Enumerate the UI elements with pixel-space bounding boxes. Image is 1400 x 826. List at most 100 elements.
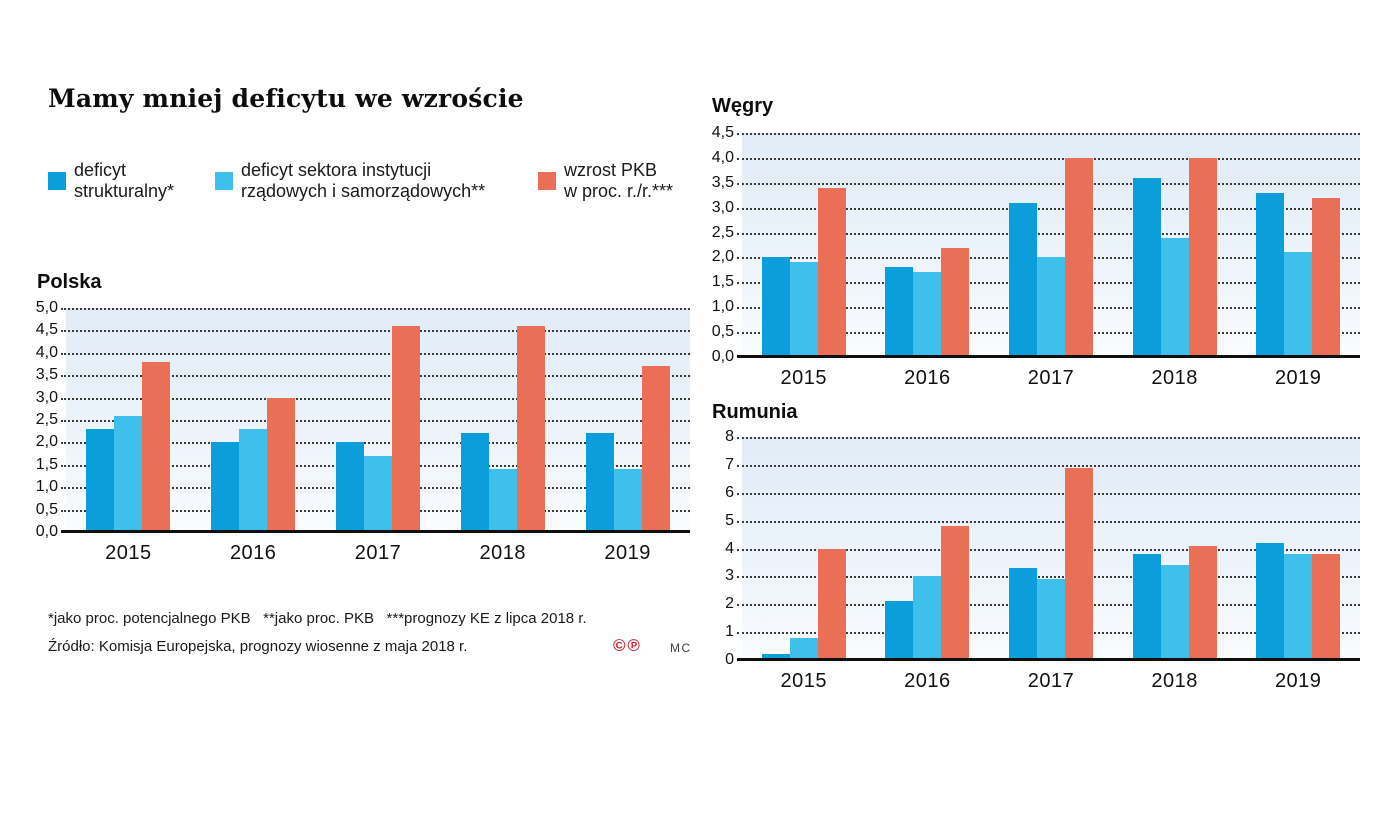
bar-wegry-2019-series2 xyxy=(1284,252,1313,357)
x-axis-year-label: 2018 xyxy=(1151,670,1198,692)
bar-rumunia-2019-series2 xyxy=(1284,554,1313,660)
gridline xyxy=(61,308,690,310)
bar-polska-2017-series3 xyxy=(392,325,420,532)
x-axis-year-label: 2018 xyxy=(1151,367,1198,389)
legend-label: deficyt sektora instytucji rządowych i s… xyxy=(241,160,486,201)
y-axis-tick-label: 3 xyxy=(725,567,734,585)
bar-polska-2016-series2 xyxy=(239,428,268,532)
chart-title-rumunia: Rumunia xyxy=(712,401,798,423)
bar-rumunia-2017-series1 xyxy=(1009,568,1037,660)
legend-label: wzrost PKB w proc. r./r.*** xyxy=(564,160,674,201)
bar-rumunia-2016-series3 xyxy=(941,526,970,660)
y-axis-tick-label: 0,5 xyxy=(711,323,734,341)
x-axis-year-label: 2019 xyxy=(604,542,651,564)
bar-rumunia-2016-series2 xyxy=(913,576,942,660)
gridline xyxy=(737,492,1360,495)
gridline xyxy=(737,464,1360,467)
bar-polska-2019-series3 xyxy=(641,366,670,532)
bar-wegry-2017-series1 xyxy=(1009,202,1037,357)
bar-polska-2018-series2 xyxy=(488,469,517,532)
bar-wegry-2017-series2 xyxy=(1037,257,1065,357)
x-axis-year-label: 2016 xyxy=(229,542,277,564)
y-axis-tick-label: 1,5 xyxy=(711,273,734,291)
bar-polska-2018-series1 xyxy=(460,433,489,532)
legend-item-government-deficit: deficyt sektora instytucji rządowych i s… xyxy=(215,160,485,202)
author-credit: MC xyxy=(670,641,692,655)
chart-title-wegry: Węgry xyxy=(712,95,774,117)
legend-swatch-dark-blue xyxy=(48,172,66,190)
x-axis-year-label: 2016 xyxy=(904,367,951,389)
legend-label: deficyt strukturalny* xyxy=(74,160,175,201)
gridline xyxy=(61,330,690,333)
bar-wegry-2019-series1 xyxy=(1256,192,1285,357)
gridline xyxy=(737,182,1360,185)
x-axis-year-label: 2015 xyxy=(105,542,152,564)
x-axis-line xyxy=(61,530,690,533)
footnote-source: Źródło: Komisja Europejska, prognozy wio… xyxy=(48,638,468,655)
y-axis-tick-label: 2,5 xyxy=(711,223,734,241)
y-axis-tick-label: 2,5 xyxy=(35,411,58,428)
gridline xyxy=(737,207,1360,210)
legend-item-gdp-growth: wzrost PKB w proc. r./r.*** xyxy=(538,160,673,202)
legend-swatch-light-blue xyxy=(215,172,233,190)
bar-polska-2018-series3 xyxy=(516,325,545,532)
y-axis-tick-label: 0,0 xyxy=(711,348,734,365)
y-axis-tick-label: 4,5 xyxy=(711,124,734,141)
bar-wegry-2016-series1 xyxy=(885,267,914,357)
phonogram-icon: ℗ xyxy=(627,636,643,655)
x-axis-year-label: 2019 xyxy=(1274,670,1322,692)
bar-rumunia-2017-series2 xyxy=(1037,579,1065,660)
bar-chart-polska: 5,0 4,5 4,0 3,5 3,0 2,5 2,0 1,5 1,0 0,5 0,0 2015 201… xyxy=(36,300,690,564)
bar-polska-2016-series1 xyxy=(211,442,240,532)
x-axis-line xyxy=(737,658,1360,661)
gridline xyxy=(737,157,1360,160)
x-axis-year-label: 2018 xyxy=(479,542,527,564)
bar-polska-2017-series2 xyxy=(364,455,392,532)
y-axis-tick-label: 5,0 xyxy=(35,299,58,316)
y-axis-tick-label: 4,5 xyxy=(35,321,58,339)
legend: deficyt strukturalny* deficyt sektora in… xyxy=(0,160,760,210)
bar-polska-2015-series1 xyxy=(86,428,115,532)
y-axis-tick-label: 7 xyxy=(725,455,734,473)
y-axis-tick-label: 5 xyxy=(725,511,734,529)
bar-wegry-2018-series3 xyxy=(1188,157,1217,357)
gridline xyxy=(737,548,1360,551)
legend-swatch-orange xyxy=(538,172,556,190)
x-axis-year-label: 2017 xyxy=(1027,670,1075,692)
footnote-definitions: *jako proc. potencjalnego PKB **jako pro… xyxy=(48,610,587,627)
x-axis-year-label: 2017 xyxy=(354,542,402,564)
bar-polska-2015-series3 xyxy=(142,361,171,532)
y-axis-tick-label: 3,5 xyxy=(711,173,734,191)
bar-wegry-2019-series3 xyxy=(1312,197,1341,357)
bar-wegry-2015-series1 xyxy=(761,257,790,357)
bar-chart-wegry: 4,5 4,0 3,5 3,0 2,5 2,0 1,5 1,0 0,5 0,0 2015 2016 20… xyxy=(712,125,1360,389)
gridline xyxy=(61,352,690,355)
x-axis-line xyxy=(737,355,1360,358)
x-axis-year-label: 2015 xyxy=(780,670,828,692)
y-axis-tick-label: 2,0 xyxy=(35,433,58,451)
gridline xyxy=(737,520,1360,523)
bar-wegry-2015-series3 xyxy=(817,187,846,357)
bar-wegry-2017-series3 xyxy=(1065,157,1093,357)
y-axis-tick-label: 4,0 xyxy=(35,343,58,361)
y-axis-tick-label: 4 xyxy=(725,539,734,557)
bar-polska-2017-series1 xyxy=(336,442,364,532)
copyright-icon: © xyxy=(613,636,628,655)
bar-wegry-2015-series2 xyxy=(789,262,818,357)
y-axis-tick-label: 6 xyxy=(725,483,734,501)
y-axis-tick-label: 1,0 xyxy=(711,298,734,316)
bar-polska-2019-series2 xyxy=(613,469,642,532)
bar-rumunia-2019-series1 xyxy=(1256,542,1285,660)
x-axis-year-label: 2019 xyxy=(1274,367,1322,389)
y-axis-tick-label: 1,5 xyxy=(35,455,58,473)
bar-wegry-2018-series2 xyxy=(1160,237,1189,357)
chart-title-polska: Polska xyxy=(37,271,102,293)
x-axis-year-label: 2017 xyxy=(1027,367,1075,389)
bar-rumunia-2018-series2 xyxy=(1160,565,1189,660)
x-axis-year-label: 2015 xyxy=(780,367,828,389)
gridline xyxy=(737,232,1360,235)
x-axis-year-label: 2016 xyxy=(904,670,951,692)
bar-polska-2015-series2 xyxy=(114,415,143,532)
legend-item-structural-deficit: deficyt strukturalny* xyxy=(48,160,174,202)
y-axis-tick-label: 2 xyxy=(725,595,734,613)
